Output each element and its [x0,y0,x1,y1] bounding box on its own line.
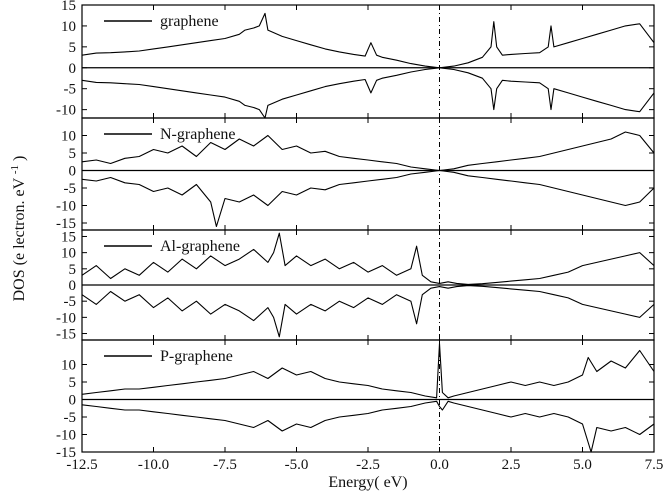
y-tick-label: 10 [61,129,76,145]
legend-label: P-graphene [160,348,233,365]
x-tick-label: 5.0 [573,457,592,473]
x-axis-title: Energy( eV) [328,474,407,491]
panel-4: 105 0-5 -10-15 P-graphene [56,339,655,461]
x-tick-label: -10.0 [138,457,169,473]
y-tick-label: -5 [64,82,77,98]
x-tick-label: 7.5 [645,457,664,473]
y-tick-label: 10 [61,246,76,262]
x-tick-label: 2.5 [502,457,521,473]
spin-up-line [81,232,655,285]
y-tick-label: 0 [69,393,77,409]
y-tick-label: -5 [64,181,77,197]
y-tick-label: -15 [56,327,76,343]
y-tick-label: 10 [61,19,76,35]
x-tick-label: -2.5 [356,457,380,473]
y-tick-label: -5 [64,294,77,310]
legend-label: Al-graphene [160,238,240,255]
y-tick-label: 15 [61,0,76,14]
x-tick-label: -5.0 [285,457,309,473]
panels-group: 151050-5-10graphene1050-5-10-15N-graphen… [56,0,655,461]
y-tick-label: 5 [69,146,77,162]
legend-label: graphene [160,13,219,30]
y-axis-title-close: ) [11,156,28,161]
y-tick-label: -15 [56,216,76,232]
y-tick-label: 5 [69,40,77,56]
spin-down-line [81,169,655,228]
y-tick-label: 15 [61,229,76,245]
y-axis-title-text: DOS [11,269,28,301]
spin-down-line [81,67,655,119]
x-tick-label: 0.0 [430,457,449,473]
panel-2: 105 0-5 -10-15 N-graphene [56,117,655,232]
x-tick-label: -12.5 [66,457,97,473]
y-tick-label: -10 [56,310,76,326]
legend-label: N-graphene [160,126,236,143]
spin-up-line [81,12,655,69]
y-axis-title: DOS (e lectron. eV -1 ) [9,156,28,302]
y-tick-label: -10 [56,199,76,215]
panel-1: 15 10 5 0 -5 -10 graphene [56,0,655,119]
y-tick-label: -5 [64,410,77,426]
x-tick-labels: -12.5 -10.0 -7.5 -5.0 -2.5 0.0 2.5 5.0 7.5 [66,457,663,473]
y-axis-title-unit: (e [11,253,28,265]
spin-up-line [81,131,655,172]
y-tick-label: -10 [56,103,76,119]
y-tick-label: 5 [69,262,77,278]
spin-down-line [81,400,655,453]
y-tick-label: 10 [61,358,76,374]
y-tick-label: -10 [56,428,76,444]
y-tick-label: -15 [56,445,76,461]
y-tick-label: 0 [69,278,77,294]
y-tick-label: 5 [69,375,77,391]
y-tick-label: 0 [69,164,77,180]
spin-down-line [81,285,655,338]
y-axis-title-unit2: lectron. eV [11,177,28,249]
y-tick-label: 0 [69,61,77,77]
spin-up-line [81,342,655,399]
x-tick-label: -7.5 [213,457,237,473]
y-axis-title-sup: -1 [9,165,21,174]
